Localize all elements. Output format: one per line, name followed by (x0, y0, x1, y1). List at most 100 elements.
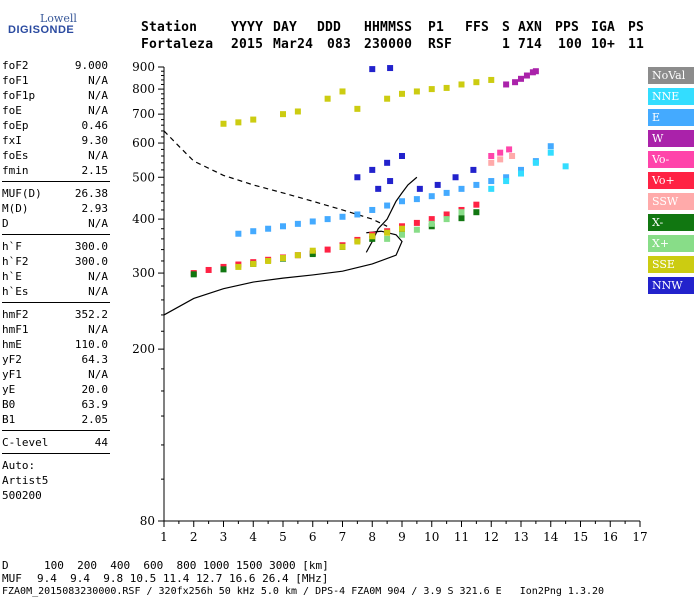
data-point-sse (339, 243, 346, 250)
param-key: B1 (2, 413, 16, 426)
data-point-nne (488, 185, 495, 192)
data-point-e (324, 216, 331, 223)
param-key: fmin (2, 164, 29, 177)
param-value: 300.0 (74, 240, 108, 253)
data-point-e (399, 198, 405, 205)
data-point-vo- (443, 211, 450, 218)
param-value: 26.38 (74, 187, 108, 200)
data-point-vo- (506, 146, 513, 153)
param-row: fxI 9.30 (2, 133, 108, 148)
param-key: MUF(D) (2, 187, 42, 200)
data-point-vo- (428, 216, 435, 223)
legend-item-noval: NoVal (648, 67, 694, 84)
data-point-sse (354, 105, 361, 112)
ionogram-chart: 1 2 3 4 5 6 7 8 9 10 11 12 13 14 15 16 17802003004005006… (132, 60, 648, 544)
data-point-nnw (387, 65, 394, 72)
data-point-e (547, 143, 554, 150)
parameter-panel: foF2 9.000 foF1 N/A foF1p N/A foE N/A foEp 0.46 fx… (2, 58, 110, 528)
legend-item-x-: X+ (648, 235, 694, 252)
x-tick-label: 7 (339, 530, 347, 544)
param-row: yF2 64.3 (2, 352, 108, 367)
param-row: h`F2 300.0 (2, 254, 108, 269)
data-point-e (488, 178, 495, 185)
x-tick-label: 15 (573, 530, 588, 544)
param-value: 2.05 (81, 413, 109, 426)
data-point-x- (458, 209, 465, 216)
data-point-sse (384, 95, 391, 102)
data-point-nnw (369, 66, 376, 73)
param-value: 352.2 (74, 308, 108, 321)
param-row: D N/A (2, 216, 108, 231)
header-label-ffs: FFS (465, 20, 490, 35)
footer-muf-label: MUF (2, 572, 22, 585)
legend-item-nne: NNE (648, 88, 694, 105)
param-key: foF1p (2, 89, 36, 102)
data-point-sse (399, 90, 405, 97)
data-point-e (384, 202, 391, 209)
param-value: N/A (88, 74, 108, 87)
y-tick-label: 800 (132, 82, 155, 96)
data-point-w (523, 72, 530, 79)
param-row: foEs N/A (2, 148, 108, 163)
data-point-nne (518, 170, 524, 177)
data-point-vo- (324, 246, 331, 253)
header-value-s: 1 (502, 37, 511, 52)
header-value-ps: 11 (628, 37, 645, 52)
param-key: foF1 (2, 74, 29, 87)
param-row: B0 63.9 (2, 397, 108, 412)
data-point-e (518, 166, 524, 173)
param-key: foEs (2, 149, 29, 162)
param-value: N/A (88, 89, 108, 102)
data-point-ssw (488, 159, 495, 166)
header-label-pps: PPS (555, 20, 580, 35)
data-point-e (280, 223, 286, 230)
data-point-nnw (387, 178, 394, 185)
param-row: foF2 9.000 (2, 58, 108, 73)
data-point-nne (503, 178, 510, 185)
data-point-sse (354, 238, 361, 245)
data-point-e (473, 181, 480, 188)
data-point-sse (488, 76, 495, 83)
data-point-nnw (434, 181, 441, 188)
data-point-nnw (470, 166, 477, 173)
legend-item-e: E (648, 109, 694, 126)
data-point-e (503, 174, 510, 181)
param-row: h`E N/A (2, 269, 108, 284)
param-row: foF1p N/A (2, 88, 108, 103)
data-point-nnw (375, 185, 382, 192)
param-key: yF1 (2, 368, 22, 381)
auto-line3: 500200 (2, 489, 42, 502)
header-label-s: S (502, 20, 511, 35)
param-value: 9.000 (74, 59, 108, 72)
data-point-sse (265, 257, 272, 264)
param-key: yF2 (2, 353, 22, 366)
x-tick-label: 3 (220, 530, 228, 544)
auto-line2: Artist5 (2, 474, 49, 487)
data-point-w (503, 81, 510, 88)
param-key: foE (2, 104, 22, 117)
data-point-sse (220, 120, 227, 127)
param-row: M(D) 2.93 (2, 201, 108, 216)
param-key: hmF2 (2, 308, 29, 321)
data-point-e (265, 225, 272, 232)
param-key: fxI (2, 134, 22, 147)
data-point-sse (369, 233, 376, 240)
panel-separator (2, 181, 110, 182)
data-point-e (443, 189, 450, 196)
param-row: C-level 44 (2, 435, 108, 450)
legend-item-ssw: SSW (648, 193, 694, 210)
param-value: 20.0 (81, 383, 109, 396)
data-point-sse (280, 255, 286, 262)
y-tick-label: 600 (132, 136, 155, 150)
x-tick-label: 10 (424, 530, 439, 544)
param-key: foF2 (2, 59, 29, 72)
x-tick-label: 11 (454, 530, 469, 544)
footer-file-info: FZA0M_2015083230000.RSF / 320fx256h 50 k… (2, 586, 605, 597)
param-value: 64.3 (81, 353, 109, 366)
param-row: foF1 N/A (2, 73, 108, 88)
data-point-e (250, 228, 257, 235)
y-tick-label: 400 (132, 212, 155, 226)
legend-item-x-: X- (648, 214, 694, 231)
data-point-sse (413, 88, 420, 95)
header-label-p1: P1 (428, 20, 445, 35)
